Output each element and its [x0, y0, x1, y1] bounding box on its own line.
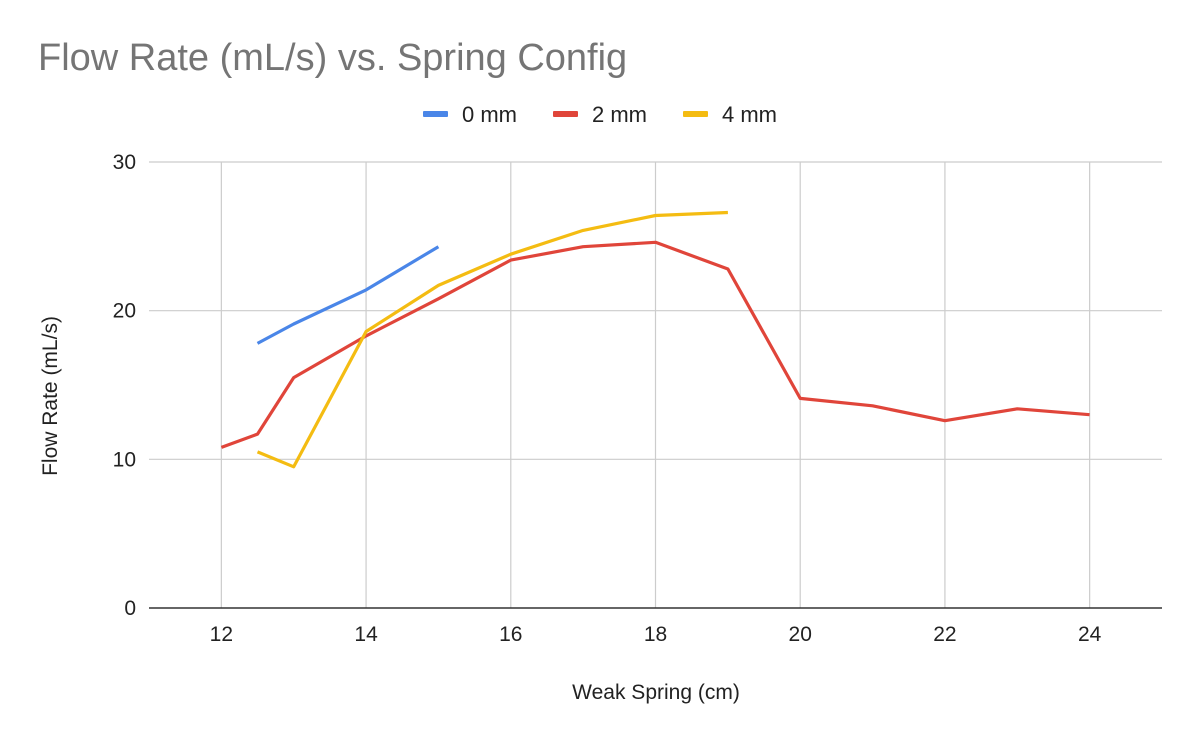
- x-tick-label: 16: [499, 623, 522, 646]
- legend-label: 4 mm: [722, 102, 777, 127]
- legend-swatch: [423, 111, 448, 117]
- x-tick-label: 18: [644, 623, 667, 646]
- x-tick-label: 14: [354, 623, 378, 646]
- legend-label: 2 mm: [592, 102, 647, 127]
- series-line-2-mm: [220, 240, 1090, 449]
- y-tick-label: 30: [113, 151, 136, 174]
- gridlines: [149, 161, 1162, 608]
- y-axis-title: Flow Rate (mL/s): [39, 316, 62, 476]
- y-tick-label: 0: [124, 597, 136, 620]
- y-tick-label: 10: [113, 448, 136, 471]
- series-group: [220, 210, 1090, 469]
- series-line-0-mm: [256, 245, 440, 345]
- legend-item-0-mm[interactable]: 0 mm: [423, 102, 517, 127]
- y-tick-label: 20: [113, 300, 136, 323]
- x-tick-label: 12: [210, 623, 233, 646]
- x-tick-label: 22: [933, 623, 956, 646]
- legend-item-2-mm[interactable]: 2 mm: [553, 102, 647, 127]
- chart-title: Flow Rate (mL/s) vs. Spring Config: [38, 37, 627, 79]
- x-tick-label: 24: [1078, 623, 1102, 646]
- legend-label: 0 mm: [462, 102, 517, 127]
- legend-item-4-mm[interactable]: 4 mm: [683, 102, 777, 127]
- legend: 0 mm 2 mm 4 mm: [423, 102, 777, 127]
- legend-swatch: [683, 111, 708, 117]
- series-line-4-mm: [256, 210, 728, 469]
- tick-labels: 0 10 20 30 12 14 16 18 20 22 24: [113, 151, 1102, 646]
- x-tick-label: 20: [789, 623, 812, 646]
- legend-swatch: [553, 111, 578, 117]
- x-axis-title: Weak Spring (cm): [572, 681, 740, 704]
